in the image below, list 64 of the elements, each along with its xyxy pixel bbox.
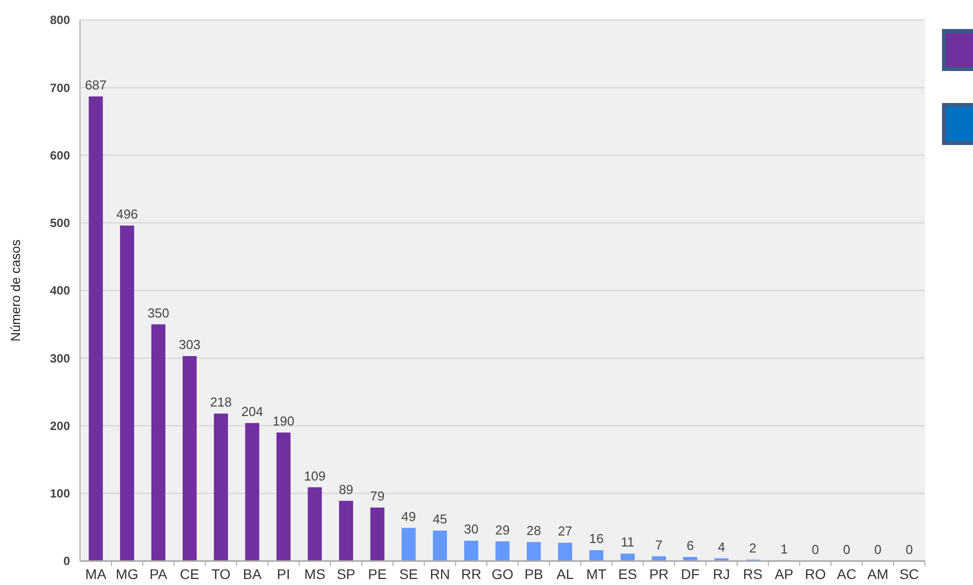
x-tick-label: BA	[242, 566, 262, 582]
data-label: 45	[432, 512, 448, 527]
data-label: 1	[780, 541, 788, 556]
data-label: 7	[655, 537, 663, 552]
data-label: 687	[84, 77, 107, 92]
data-label: 49	[401, 508, 416, 524]
data-label: 29	[495, 522, 510, 538]
data-label: 79	[370, 488, 385, 504]
y-tick-label: 400	[50, 284, 70, 298]
x-tick-label: RJ	[712, 566, 730, 582]
data-label: 0	[843, 542, 850, 557]
data-label: 190	[272, 414, 294, 429]
x-tick-label: AP	[774, 566, 794, 582]
x-tick-label: AC	[836, 566, 856, 582]
x-tick-label: RR	[461, 566, 482, 582]
x-tick-label: SE	[399, 566, 418, 582]
x-tick-label: RO	[804, 566, 826, 582]
x-tick-label: DF	[680, 566, 700, 582]
data-label: 6	[686, 538, 694, 553]
y-tick-label: 300	[50, 351, 70, 366]
x-tick-label: SC	[899, 566, 919, 582]
data-label: 218	[210, 394, 232, 410]
x-tick-label: TO	[211, 566, 231, 582]
y-tick-label: 100	[50, 486, 70, 501]
x-tick-label: PR	[649, 566, 669, 582]
data-label: 0	[906, 542, 913, 557]
x-tick-label: MT	[586, 566, 607, 582]
x-tick-label: MG	[116, 566, 138, 582]
data-label: 28	[526, 523, 542, 538]
x-tick-label: PA	[150, 566, 168, 582]
y-tick-label: 800	[50, 13, 70, 28]
x-tick-label: RN	[430, 566, 450, 582]
x-tick-label: ES	[618, 566, 637, 582]
data-label: 11	[620, 534, 634, 550]
data-label: 16	[589, 531, 604, 546]
data-label: 30	[464, 522, 478, 537]
y-tick-label: 0	[63, 554, 70, 568]
data-label: 496	[116, 206, 138, 222]
x-tick-label: MS	[304, 566, 326, 582]
data-label: 27	[558, 524, 572, 539]
x-tick-label: AM	[867, 566, 888, 582]
x-tick-label: MA	[85, 566, 107, 582]
y-axis-title: Número de casos	[8, 239, 23, 342]
x-tick-label: PE	[368, 566, 387, 582]
y-tick-label: 700	[50, 80, 70, 95]
data-label: 2	[749, 540, 756, 556]
data-label: 109	[304, 468, 326, 484]
x-tick-label: PB	[524, 566, 544, 582]
x-tick-label: CE	[180, 566, 200, 582]
data-label: 204	[241, 404, 264, 420]
y-tick-label: 600	[50, 148, 70, 162]
y-tick-label: 200	[50, 418, 70, 433]
x-tick-label: AL	[556, 566, 574, 582]
x-tick-label: SP	[336, 566, 356, 582]
data-label: 303	[178, 337, 201, 352]
x-tick-label: GO	[492, 566, 514, 582]
x-tick-label: PI	[276, 566, 290, 582]
y-tick-label: 500	[50, 216, 70, 230]
data-label: 350	[148, 305, 170, 320]
x-tick-label: RS	[743, 566, 763, 582]
data-label: 0	[812, 542, 819, 557]
data-label: 0	[874, 542, 882, 557]
data-label: 89	[338, 482, 354, 497]
data-label: 4	[718, 539, 726, 554]
